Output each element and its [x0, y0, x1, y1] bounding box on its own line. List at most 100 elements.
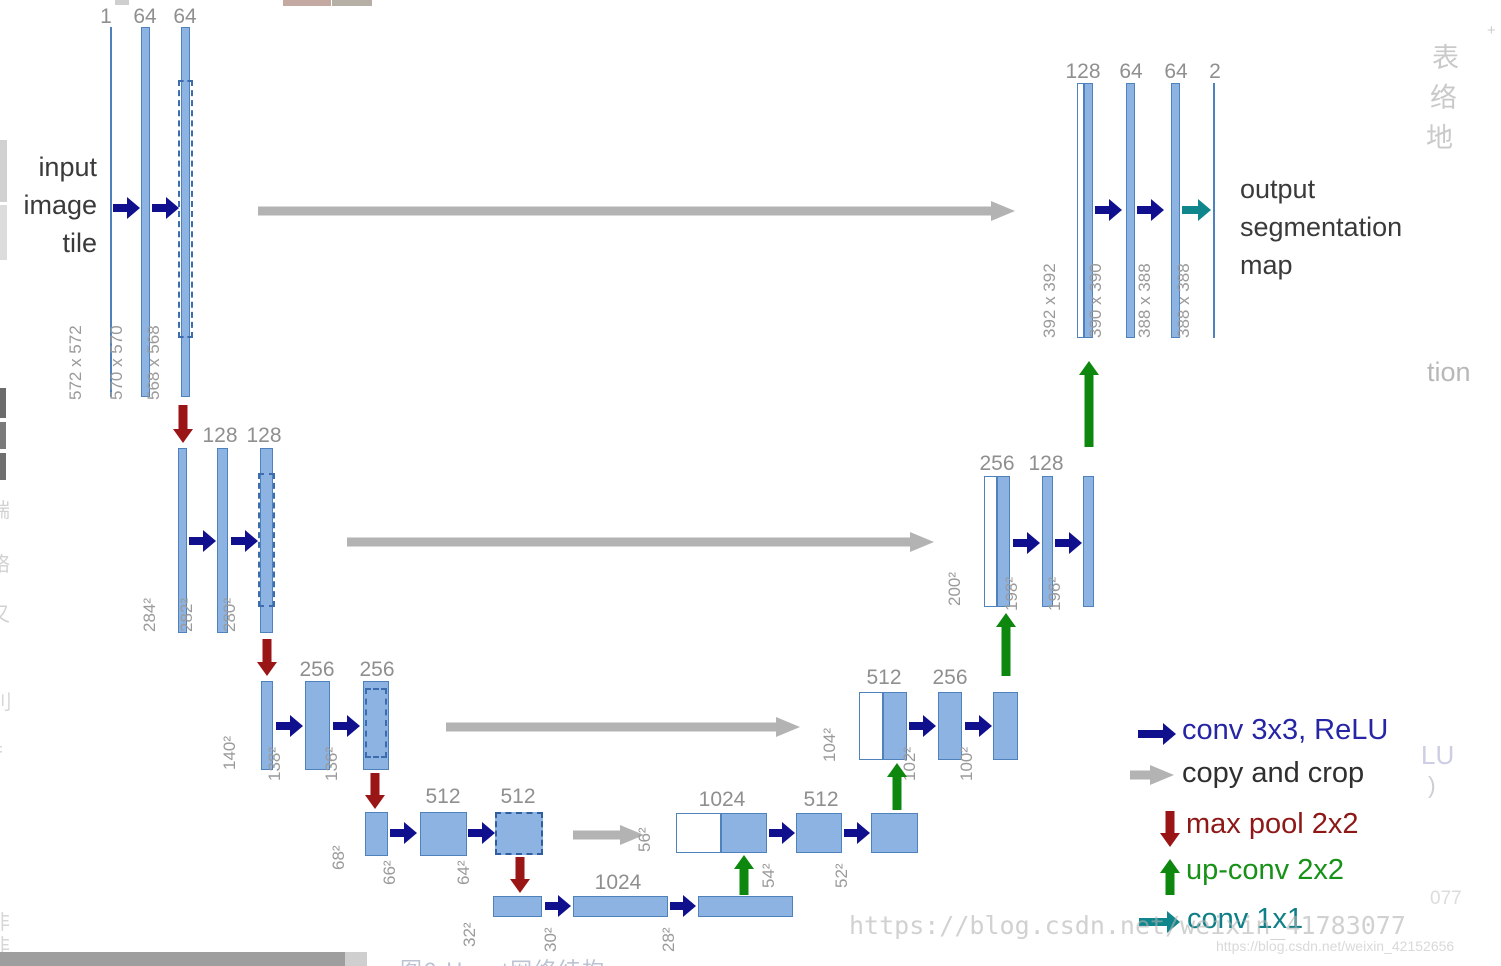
feature-map-bar [993, 692, 1018, 760]
feature-map-bar [363, 681, 389, 770]
conv-arrow [231, 530, 258, 552]
feature-map-bar [110, 27, 112, 397]
conv-arrow [1055, 532, 1082, 554]
page-edge-artifact [115, 0, 129, 5]
size-label: 140² [220, 735, 239, 770]
size-label: 570 x 570 [107, 325, 126, 400]
ghost-text: 地 [1426, 123, 1453, 153]
conv-arrow [1095, 199, 1122, 221]
size-label: 54² [759, 863, 778, 888]
legend-up-conv-label: up-conv 2x2 [1186, 854, 1344, 886]
channel-label: 512 [500, 785, 536, 808]
channel-label: 1024 [594, 871, 642, 894]
channel-label: 128 [246, 424, 282, 447]
max-pool-arrow [365, 773, 385, 809]
legend-up-conv-arrow-icon [1160, 859, 1179, 895]
ghost-text: tion [1427, 357, 1471, 387]
feature-map-bar [493, 896, 542, 917]
size-label: 284² [140, 597, 159, 632]
copy-crop-arrow [347, 531, 934, 552]
size-label: 392 x 392 [1040, 263, 1059, 338]
page-edge-artifact [0, 205, 7, 260]
crop-region-dashed [258, 473, 275, 607]
channel-label: 256 [979, 452, 1015, 475]
feature-map-bar [938, 692, 962, 760]
conv-arrow [390, 822, 417, 844]
crop-region-dashed-bar [495, 812, 543, 855]
size-label: 138² [265, 746, 284, 781]
legend-conv-label: conv 3x3, ReLU [1182, 714, 1389, 746]
conv-arrow [113, 197, 140, 219]
output-label: output segmentation map [1240, 170, 1460, 284]
legend-max-pool-arrow-icon [1160, 811, 1179, 847]
feature-map-bar [1213, 83, 1215, 338]
copy-crop-arrow [446, 716, 800, 737]
channel-label: 128 [1028, 452, 1064, 475]
feature-map-bar [1126, 83, 1135, 338]
figure-caption: 图2 U-net网络结构 [400, 953, 606, 966]
ghost-text: ) [1428, 772, 1436, 798]
channel-label: 1024 [698, 788, 746, 811]
conv-arrow [670, 895, 696, 917]
legend-conv1x1-label: conv 1x1 [1187, 903, 1304, 935]
size-label: 64² [454, 860, 473, 885]
feature-map-bar-upconv [859, 692, 883, 760]
feature-map-bar-upconv [676, 813, 721, 853]
ghost-text: LU [1421, 740, 1455, 770]
feature-map-bar [141, 27, 150, 397]
page-edge-artifact [0, 140, 7, 202]
feature-map-bar [1171, 83, 1180, 338]
feature-map-bar [1084, 83, 1093, 338]
feature-map-bar [365, 812, 388, 856]
size-label: 390 x 390 [1086, 263, 1105, 338]
conv-arrow [333, 715, 360, 737]
legend-conv-arrow-icon [1138, 723, 1176, 745]
ghost-text: 077 [1430, 888, 1462, 909]
channel-label: 256 [359, 658, 395, 681]
feature-map-bar [997, 476, 1010, 607]
copy-crop-arrow [258, 200, 1015, 222]
size-label: 388 x 388 [1174, 263, 1193, 338]
channel-label: 256 [299, 658, 335, 681]
legend-conv1x1-arrow-icon [1139, 911, 1180, 933]
conv-arrow [276, 715, 303, 737]
size-label: 28² [659, 927, 678, 952]
feature-map-bar [698, 896, 793, 917]
ghost-text-left: 非 [0, 906, 10, 935]
page-edge-artifact [0, 422, 6, 449]
up-conv-arrow [735, 855, 753, 895]
feature-map-bar [1083, 476, 1094, 607]
input-label: input image tile [8, 148, 97, 262]
max-pool-arrow [510, 857, 530, 893]
feature-map-bar [260, 448, 273, 633]
size-label: 200² [945, 571, 964, 606]
feature-map-bar-upconv [984, 476, 997, 607]
size-label: 66² [380, 860, 399, 885]
size-label: 198² [1002, 576, 1021, 611]
conv-arrow [468, 822, 495, 844]
conv-arrow [965, 715, 992, 737]
size-label: 388 x 388 [1135, 263, 1154, 338]
up-conv-arrow [997, 613, 1015, 676]
size-label: 196² [1045, 576, 1064, 611]
conv-arrow [769, 822, 795, 844]
ghost-text: + [1487, 22, 1496, 39]
conv-arrow [1137, 199, 1164, 221]
max-pool-arrow [173, 405, 193, 443]
ghost-text: 表 [1432, 43, 1459, 73]
feature-map-bar [420, 812, 467, 856]
page-edge-artifact [0, 453, 6, 480]
channel-label: 128 [1065, 60, 1101, 83]
channel-label: 128 [202, 424, 238, 447]
feature-map-bar [181, 27, 190, 397]
legend-max-pool-label: max pool 2x2 [1186, 808, 1359, 840]
ghost-text-left: 络 [0, 548, 10, 577]
feature-map-bar [871, 813, 918, 853]
size-label: 100² [957, 746, 976, 781]
size-label: 104² [820, 727, 839, 762]
channel-label: 2 [1209, 60, 1221, 83]
feature-map-bar [883, 692, 907, 760]
channel-label: 256 [932, 666, 968, 689]
size-label: 30² [541, 927, 560, 952]
